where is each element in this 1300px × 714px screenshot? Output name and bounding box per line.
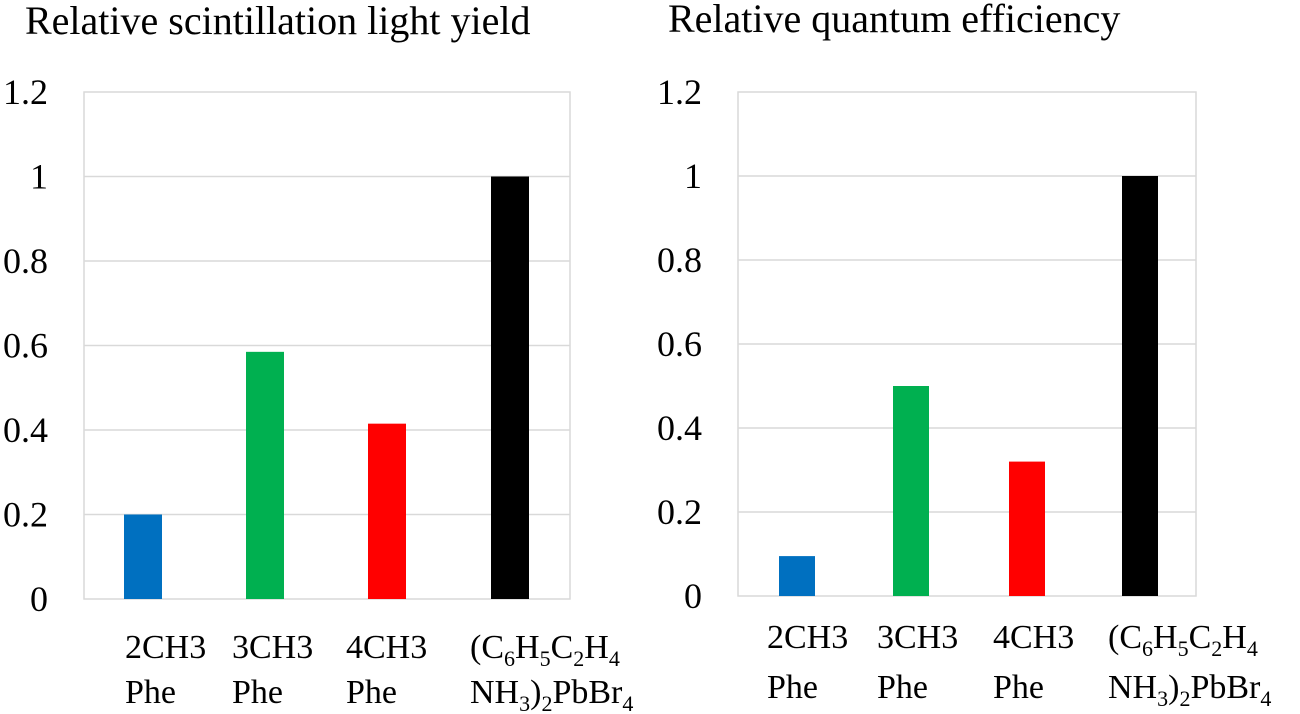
bar-4 — [1122, 176, 1158, 596]
label-segment: H — [1222, 619, 1247, 656]
y-tick-label: 0.8 — [657, 240, 702, 280]
y-tick-label: 1.2 — [657, 72, 702, 112]
label-segment: (C — [1108, 619, 1142, 656]
bar-2 — [893, 386, 929, 596]
bar-3 — [1009, 461, 1045, 596]
x-tick-label: 2CH3 — [125, 629, 206, 666]
x-tick-label: NH3)2PbBr4 — [1108, 669, 1271, 711]
label-segment: H — [584, 629, 609, 666]
label-segment: (C — [470, 629, 504, 666]
bar-3 — [368, 423, 406, 599]
x-tick-label: Phe — [232, 674, 283, 711]
label-segment: PbBr — [552, 674, 623, 711]
label-segment: C — [551, 629, 574, 666]
bar-2 — [246, 351, 284, 599]
subscript: 5 — [1178, 636, 1189, 661]
y-tick-label: 1 — [684, 156, 702, 196]
plot-area — [83, 91, 571, 600]
y-tick-label: 0.8 — [3, 241, 48, 281]
x-tick-label: 4CH3 — [993, 619, 1074, 656]
subscript: 6 — [1142, 636, 1153, 661]
subscript: 4 — [1247, 636, 1258, 661]
label-segment: NH — [1108, 669, 1157, 706]
x-tick-label: Phe — [877, 669, 928, 706]
subscript: 2 — [1211, 636, 1222, 661]
label-segment: ) — [1168, 669, 1179, 706]
y-tick-label: 0 — [30, 579, 48, 619]
plot-area — [737, 91, 1197, 597]
subscript: 4 — [1260, 686, 1271, 711]
bar-1 — [124, 514, 162, 599]
y-tick-label: 0.2 — [3, 495, 48, 535]
y-tick-label: 0 — [684, 576, 702, 616]
subscript: 4 — [622, 691, 633, 714]
chart-title: Relative scintillation light yield — [25, 0, 530, 43]
chart-title: Relative quantum efficiency — [668, 0, 1120, 41]
x-tick-label: 3CH3 — [232, 629, 313, 666]
label-segment: H — [1153, 619, 1178, 656]
bar-4 — [491, 176, 529, 599]
bar-1 — [779, 556, 815, 596]
x-tick-label: 3CH3 — [877, 619, 958, 656]
x-tick-label: Phe — [993, 669, 1044, 706]
x-tick-label: Phe — [346, 674, 397, 711]
label-segment: PbBr — [1190, 669, 1261, 706]
y-tick-label: 0.6 — [657, 324, 702, 364]
y-tick-label: 1 — [30, 157, 48, 197]
subscript: 2 — [573, 646, 584, 671]
subscript: 6 — [504, 646, 515, 671]
y-tick-label: 0.4 — [3, 410, 48, 450]
x-tick-label: Phe — [125, 674, 176, 711]
x-tick-label: NH3)2PbBr4 — [470, 674, 633, 714]
x-tick-label: Phe — [767, 669, 818, 706]
x-tick-label: 2CH3 — [767, 619, 848, 656]
subscript: 2 — [1179, 686, 1190, 711]
y-tick-label: 0.4 — [657, 408, 702, 448]
subscript: 2 — [541, 691, 552, 714]
label-segment: C — [1189, 619, 1212, 656]
x-tick-label: (C6H5C2H4 — [470, 629, 620, 671]
subscript: 4 — [609, 646, 620, 671]
x-tick-label: 4CH3 — [346, 629, 427, 666]
label-segment: NH — [470, 674, 519, 711]
y-tick-label: 1.2 — [3, 72, 48, 112]
label-segment: H — [515, 629, 540, 666]
subscript: 3 — [519, 691, 530, 714]
y-tick-label: 0.6 — [3, 326, 48, 366]
label-segment: ) — [530, 674, 541, 711]
subscript: 5 — [540, 646, 551, 671]
chart-quantum-efficiency: Relative quantum efficiency 0 0.2 0.4 0.6 0.8… — [657, 0, 1271, 711]
x-tick-label: (C6H5C2H4 — [1108, 619, 1258, 661]
chart-light-yield: Relative scintillation light yield 0 0.2 0.… — [3, 0, 633, 714]
y-tick-label: 0.2 — [657, 492, 702, 532]
subscript: 3 — [1157, 686, 1168, 711]
